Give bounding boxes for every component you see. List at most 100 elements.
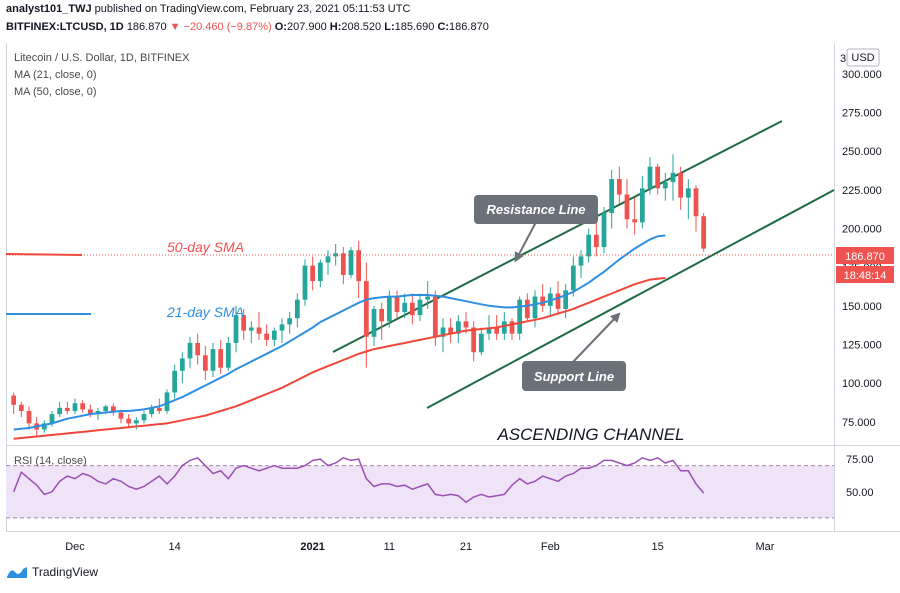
candle-body — [149, 407, 155, 415]
candle — [540, 284, 546, 313]
svg-text:18:48:14: 18:48:14 — [844, 270, 887, 282]
svg-text:USD: USD — [851, 52, 874, 64]
candle-body — [517, 299, 523, 334]
last-price: 186.870 — [126, 21, 167, 33]
candle — [26, 406, 32, 430]
candle-body — [624, 194, 630, 220]
candle — [264, 324, 270, 347]
candle-body — [325, 256, 331, 263]
candle-body — [639, 188, 645, 223]
candle-body — [26, 410, 32, 424]
low-value: 185.690 — [394, 21, 435, 33]
candle-body — [417, 299, 423, 316]
candle — [655, 163, 661, 195]
candle — [233, 305, 239, 353]
ma50-left-stub — [5, 253, 83, 256]
price-tick-label: 125.000 — [842, 340, 882, 352]
candle — [517, 296, 523, 340]
rsi-line — [13, 456, 705, 504]
rsi-tick-label: 75.00 — [846, 454, 874, 466]
candle-body — [540, 296, 546, 306]
candle — [609, 169, 615, 229]
candle — [248, 321, 254, 343]
currency-badge[interactable]: USD — [846, 48, 880, 67]
candle-body — [647, 166, 653, 189]
legend-title: Litecoin / U.S. Dollar, 1D, BITFINEX — [14, 52, 190, 64]
legend-ma21[interactable]: MA (21, close, 0) — [14, 69, 97, 81]
time-tick-label: Mar — [756, 541, 775, 553]
candle-body — [310, 265, 316, 282]
candle-body — [64, 407, 70, 411]
last-price-badge: 186.870 — [836, 247, 894, 264]
candle-body — [279, 324, 285, 331]
candle — [417, 293, 423, 322]
publish-info: analyst101_TWJ published on TradingView.… — [6, 3, 410, 15]
price-tick-label: 75.000 — [842, 417, 876, 429]
candle — [379, 302, 385, 340]
candle-body — [18, 404, 24, 411]
candle-body — [103, 406, 109, 411]
candle — [271, 327, 277, 347]
candle — [670, 154, 676, 201]
candle — [241, 308, 247, 340]
candle-body — [72, 403, 78, 411]
price-tick-label: 275.000 — [842, 108, 882, 120]
candle-body — [110, 406, 116, 413]
candle — [172, 364, 178, 399]
candle — [133, 417, 139, 430]
candle — [478, 327, 484, 356]
ma21-line — [13, 234, 666, 431]
tradingview-logo[interactable]: TradingView — [6, 565, 98, 579]
candle — [563, 284, 569, 319]
candle — [302, 259, 308, 306]
candle-body — [179, 358, 185, 371]
candle — [632, 197, 638, 235]
price-tick-label: 150.000 — [842, 301, 882, 313]
candle — [18, 401, 24, 418]
candle — [371, 305, 377, 347]
time-tick-label: Feb — [541, 541, 560, 553]
candle-body — [555, 293, 561, 309]
candle — [532, 290, 538, 328]
candle — [524, 293, 530, 322]
candle — [333, 244, 339, 266]
rsi-axis-ticks: 50.00 75.00 — [846, 454, 874, 499]
rsi-title: RSI (14, close) — [14, 455, 87, 467]
candle-body — [578, 256, 584, 266]
legend-ma50[interactable]: MA (50, close, 0) — [14, 86, 97, 98]
candle — [356, 240, 362, 299]
candle — [126, 414, 132, 427]
candle-body — [41, 423, 47, 430]
author-name[interactable]: analyst101_TWJ — [6, 3, 92, 15]
candle-body — [670, 172, 676, 183]
candle — [685, 179, 691, 220]
candle — [80, 400, 86, 413]
candle-body — [233, 315, 239, 343]
candle — [471, 321, 477, 362]
sma50-label: 50-day SMA — [167, 239, 244, 255]
candle-body — [133, 420, 139, 424]
candle-body — [371, 308, 377, 337]
candle — [149, 404, 155, 418]
support-callout-text: Support Line — [534, 369, 614, 384]
candle-body — [471, 327, 477, 353]
candle-body — [570, 265, 576, 291]
price-tick-label: 300.000 — [842, 69, 882, 81]
candle — [455, 315, 461, 343]
high-value: 208.520 — [341, 21, 382, 33]
candle-body — [685, 188, 691, 198]
candle-body — [87, 409, 93, 415]
candle — [593, 219, 599, 257]
candle — [225, 336, 231, 371]
price-tick-label: 250.000 — [842, 146, 882, 158]
candle — [294, 293, 300, 328]
candle — [647, 157, 653, 195]
candle-body — [448, 327, 454, 334]
candle-body — [264, 333, 270, 340]
candle — [279, 318, 285, 343]
candle-body — [509, 321, 515, 334]
candle-body — [402, 302, 408, 313]
candle-body — [432, 296, 438, 337]
candle — [218, 339, 224, 374]
